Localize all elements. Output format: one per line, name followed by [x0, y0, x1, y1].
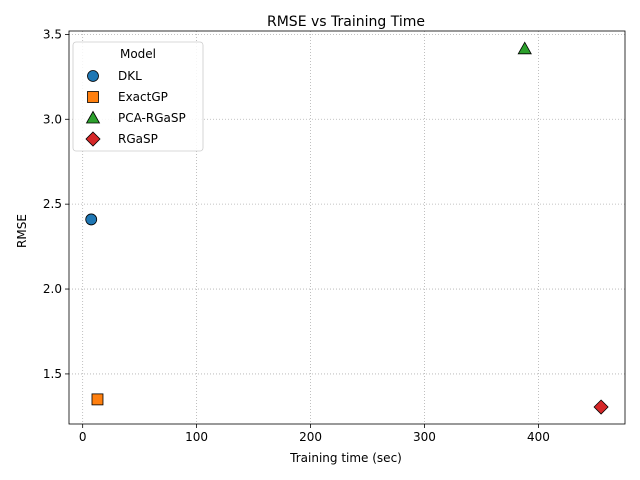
legend-marker-pca-rgasp	[85, 110, 101, 124]
data-point-exactgp	[91, 393, 104, 406]
y-axis-label: RMSE	[15, 214, 29, 248]
data-point-pca-rgasp	[517, 41, 532, 55]
y-tick-label: 1.5	[43, 367, 62, 381]
legend-title: Model	[120, 47, 156, 61]
x-axis-label: Training time (sec)	[289, 451, 402, 465]
grid	[69, 31, 625, 424]
x-tick-label: 0	[79, 430, 87, 444]
data-points	[85, 41, 609, 415]
chart-title: RMSE vs Training Time	[267, 14, 425, 30]
legend-marker-rgasp	[85, 131, 101, 147]
legend-label: PCA-RGaSP	[118, 111, 186, 125]
y-tick-label: 2.0	[43, 282, 62, 296]
y-tick-label: 3.0	[43, 112, 62, 126]
x-tick-label: 300	[413, 430, 436, 444]
legend-marker-exactgp	[87, 91, 99, 103]
legend-marker-dkl	[87, 70, 99, 82]
legend-label: ExactGP	[118, 90, 168, 104]
x-axis-ticks: 0 100 200 300 400	[79, 424, 550, 444]
x-tick-label: 100	[185, 430, 208, 444]
legend-items: DKL ExactGP PCA-RGaSP RGaSP	[85, 69, 186, 147]
plot-frame	[68, 30, 626, 425]
data-point-dkl	[85, 213, 98, 226]
legend-label: DKL	[118, 69, 142, 83]
x-tick-label: 400	[527, 430, 550, 444]
legend: Model DKL ExactGP PCA-RGaSP RGaSP	[72, 41, 204, 152]
data-point-rgasp	[593, 399, 609, 415]
y-axis-ticks: 1.5 2.0 2.5 3.0 3.5	[43, 27, 69, 381]
y-tick-label: 2.5	[43, 197, 62, 211]
legend-box	[72, 41, 204, 152]
y-tick-label: 3.5	[43, 27, 62, 41]
x-tick-label: 200	[299, 430, 322, 444]
legend-label: RGaSP	[118, 132, 158, 146]
